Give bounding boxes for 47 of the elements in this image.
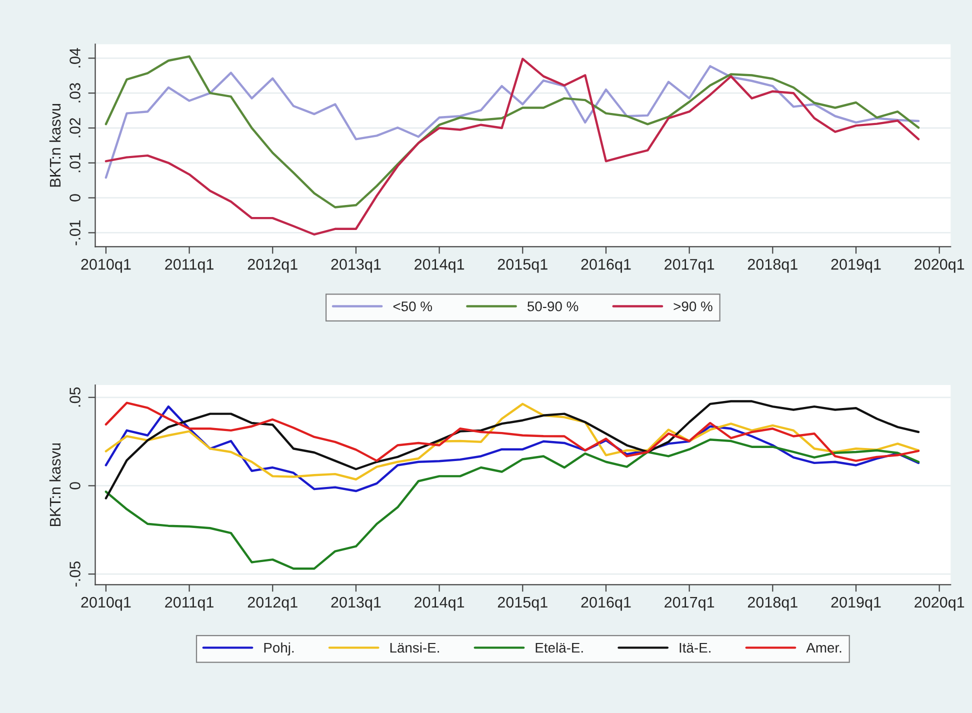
line-series: [104, 58, 920, 236]
x-tick-label: 2019q1: [831, 596, 881, 611]
legend-label: >90 %: [674, 301, 712, 312]
y-tick-label: 0: [70, 482, 80, 490]
y-tick-label: .01: [70, 153, 80, 172]
y-tick-label: .02: [70, 118, 80, 138]
legend-label: Länsi-E.: [390, 642, 439, 653]
x-tick-label: 2017q1: [664, 596, 714, 611]
x-tick-label: 2016q1: [581, 596, 631, 611]
line-series: [104, 402, 920, 480]
legend-label: Amer.: [806, 642, 842, 653]
legend-label: Itä-E.: [680, 642, 710, 653]
y-tick-label: 0: [70, 194, 80, 202]
line-series: [104, 438, 920, 570]
legend-label: Pohj.: [264, 642, 294, 656]
x-tick-label: 2014q1: [414, 596, 464, 611]
y-tick-label: -.01: [70, 220, 80, 246]
x-tick-label: 2020q1: [914, 258, 964, 273]
x-tick-label: 2011q1: [165, 258, 214, 273]
y-tick-label: .04: [70, 48, 80, 68]
x-tick-label: 2013q1: [331, 596, 381, 611]
x-tick-label: 2010q1: [81, 596, 131, 611]
x-tick-label: 2013q1: [331, 258, 381, 273]
x-tick-label: 2011q1: [165, 596, 214, 611]
y-tick-label: .03: [70, 83, 80, 102]
x-tick-label: 2014q1: [414, 258, 464, 273]
y-tick-label: -.05: [70, 562, 80, 587]
x-tick-label: 2015q1: [498, 596, 548, 611]
x-tick-label: 2016q1: [581, 258, 631, 273]
line-series: [104, 402, 920, 462]
x-tick-label: 2020q1: [914, 596, 964, 611]
line-series: [104, 65, 920, 179]
x-tick-label: 2019q1: [831, 258, 881, 273]
y-axis-title: BKT:n kasvu: [49, 443, 61, 526]
x-tick-label: 2018q1: [748, 596, 798, 611]
legend-label: <50 %: [393, 301, 432, 312]
x-tick-label: 2010q1: [81, 258, 131, 273]
legend-label: 50-90 %: [527, 301, 578, 312]
x-tick-label: 2018q1: [748, 258, 798, 273]
legend-label: Etelä-E.: [536, 642, 583, 653]
y-tick-label: .05: [70, 387, 80, 407]
y-axis-title: BKT:n kasvu: [49, 104, 61, 187]
x-tick-label: 2012q1: [248, 258, 298, 273]
x-tick-label: 2015q1: [498, 258, 548, 273]
line-series: [104, 55, 920, 208]
x-tick-label: 2012q1: [248, 596, 298, 611]
x-tick-label: 2017q1: [664, 258, 714, 273]
